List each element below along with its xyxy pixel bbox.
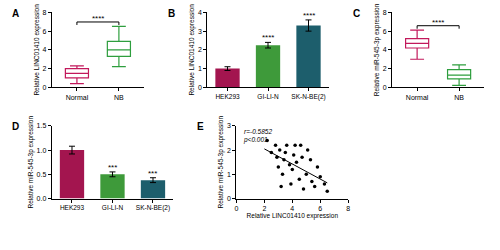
- svg-text:4: 4: [42, 46, 46, 53]
- svg-text:****: ****: [303, 11, 315, 20]
- svg-text:8: 8: [383, 9, 387, 16]
- svg-text:A: A: [12, 8, 19, 19]
- svg-text:****: ****: [92, 14, 104, 23]
- svg-text:GI-LI-N: GI-LI-N: [102, 204, 124, 211]
- svg-text:***: ***: [148, 169, 157, 178]
- svg-text:0: 0: [42, 84, 46, 91]
- svg-text:Relative LINC01410 expression: Relative LINC01410 expression: [188, 4, 196, 96]
- svg-text:D: D: [12, 121, 19, 132]
- svg-text:1.5: 1.5: [37, 122, 47, 129]
- svg-text:B: B: [168, 8, 175, 19]
- svg-text:4: 4: [290, 205, 294, 212]
- svg-text:4: 4: [198, 9, 202, 16]
- svg-text:****: ****: [262, 33, 274, 42]
- svg-text:1.0: 1.0: [37, 147, 47, 154]
- svg-text:NB: NB: [114, 94, 124, 101]
- svg-text:****: ****: [432, 18, 444, 27]
- svg-text:6: 6: [318, 205, 322, 212]
- svg-text:1: 1: [198, 65, 202, 72]
- svg-text:Normal: Normal: [406, 94, 429, 101]
- svg-text:Relative miR-545-3p expression: Relative miR-545-3p expression: [217, 116, 225, 209]
- svg-text:E: E: [197, 121, 204, 132]
- svg-text:2: 2: [42, 65, 46, 72]
- svg-text:C: C: [353, 8, 360, 19]
- svg-text:6: 6: [383, 28, 387, 35]
- svg-text:0.5: 0.5: [37, 171, 47, 178]
- svg-text:0.0: 0.0: [37, 195, 47, 202]
- svg-text:r=-0.5852p<0.001: r=-0.5852p<0.001: [243, 128, 272, 144]
- svg-text:4: 4: [383, 46, 387, 53]
- svg-text:Normal: Normal: [66, 94, 89, 101]
- svg-text:HEK293: HEK293: [215, 93, 240, 100]
- svg-text:SK-N-BE(2): SK-N-BE(2): [291, 93, 325, 101]
- svg-text:6: 6: [42, 28, 46, 35]
- svg-text:HEK293: HEK293: [60, 204, 85, 211]
- svg-text:0: 0: [234, 205, 238, 212]
- svg-text:SK-N-BE(2): SK-N-BE(2): [136, 204, 170, 212]
- svg-text:8: 8: [346, 205, 350, 212]
- svg-text:0: 0: [383, 84, 387, 91]
- svg-text:1: 1: [227, 171, 231, 178]
- svg-text:Relative miR-545-3p expression: Relative miR-545-3p expression: [373, 3, 381, 96]
- svg-text:8: 8: [42, 9, 46, 16]
- svg-text:2: 2: [383, 65, 387, 72]
- svg-text:***: ***: [108, 163, 117, 172]
- svg-text:Relative miR-545-3p expression: Relative miR-545-3p expression: [27, 116, 35, 209]
- svg-text:3: 3: [198, 28, 202, 35]
- svg-text:GI-LI-N: GI-LI-N: [257, 93, 279, 100]
- svg-text:2: 2: [198, 46, 202, 53]
- svg-text:2: 2: [227, 147, 231, 154]
- svg-text:3: 3: [227, 122, 231, 129]
- svg-text:2: 2: [262, 205, 266, 212]
- svg-text:NB: NB: [454, 94, 464, 101]
- svg-text:Relative LINC01410 expression: Relative LINC01410 expression: [247, 212, 339, 220]
- svg-text:0: 0: [227, 195, 231, 202]
- svg-text:0: 0: [198, 84, 202, 91]
- svg-text:Relative LINC01410 expression: Relative LINC01410 expression: [33, 4, 41, 96]
